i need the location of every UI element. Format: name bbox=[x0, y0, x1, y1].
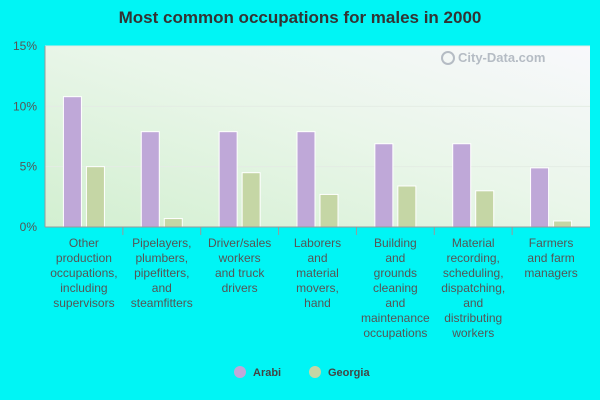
bar-arabi[interactable] bbox=[140, 131, 160, 228]
y-tick-label: 10% bbox=[13, 99, 37, 113]
x-category-label: Other production occupations, including supe… bbox=[50, 236, 117, 310]
bar-arabi[interactable] bbox=[218, 131, 238, 228]
legend-label: Arabi bbox=[253, 367, 281, 379]
bar-georgia[interactable] bbox=[163, 218, 183, 228]
y-tick-label: 0% bbox=[20, 220, 38, 234]
bar-arabi[interactable] bbox=[452, 143, 472, 228]
x-category-label: Driver/sales workers and truck drivers bbox=[208, 236, 271, 295]
x-category-label: Farmers and farm managers bbox=[524, 236, 577, 280]
x-category-label: Building and grounds cleaning and maintenance… bbox=[361, 236, 430, 340]
bar-arabi[interactable] bbox=[530, 167, 550, 228]
watermark: City-Data.com bbox=[441, 50, 545, 65]
legend-swatch bbox=[234, 366, 246, 378]
y-tick-label: 15% bbox=[13, 39, 37, 53]
legend-item-arabi[interactable]: Arabi bbox=[234, 366, 281, 379]
bar-georgia[interactable] bbox=[241, 172, 261, 228]
watermark-text: City-Data.com bbox=[458, 50, 545, 65]
bar-georgia[interactable] bbox=[475, 190, 495, 228]
x-category-label: Material recording, scheduling, dispatching… bbox=[441, 236, 505, 340]
watermark-icon bbox=[441, 51, 455, 65]
bar-georgia[interactable] bbox=[397, 185, 417, 228]
y-tick-label: 5% bbox=[20, 160, 38, 174]
x-category-label: Pipelayers, plumbers, pipefitters, and steam… bbox=[131, 236, 193, 310]
bar-arabi[interactable] bbox=[62, 96, 82, 228]
x-category-label: Laborers and material movers, hand bbox=[294, 236, 341, 310]
chart-title: Most common occupations for males in 200… bbox=[118, 8, 482, 27]
bar-georgia[interactable] bbox=[85, 166, 105, 228]
legend-swatch bbox=[309, 366, 321, 378]
legend-item-georgia[interactable]: Georgia bbox=[309, 366, 370, 379]
plot-area bbox=[45, 46, 590, 227]
bar-georgia[interactable] bbox=[319, 193, 339, 228]
legend-label: Georgia bbox=[328, 367, 370, 379]
bar-arabi[interactable] bbox=[296, 131, 316, 228]
bar-arabi[interactable] bbox=[374, 143, 394, 228]
bar-georgia[interactable] bbox=[553, 220, 573, 228]
